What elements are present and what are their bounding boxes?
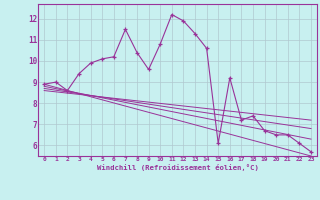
X-axis label: Windchill (Refroidissement éolien,°C): Windchill (Refroidissement éolien,°C) bbox=[97, 164, 259, 171]
